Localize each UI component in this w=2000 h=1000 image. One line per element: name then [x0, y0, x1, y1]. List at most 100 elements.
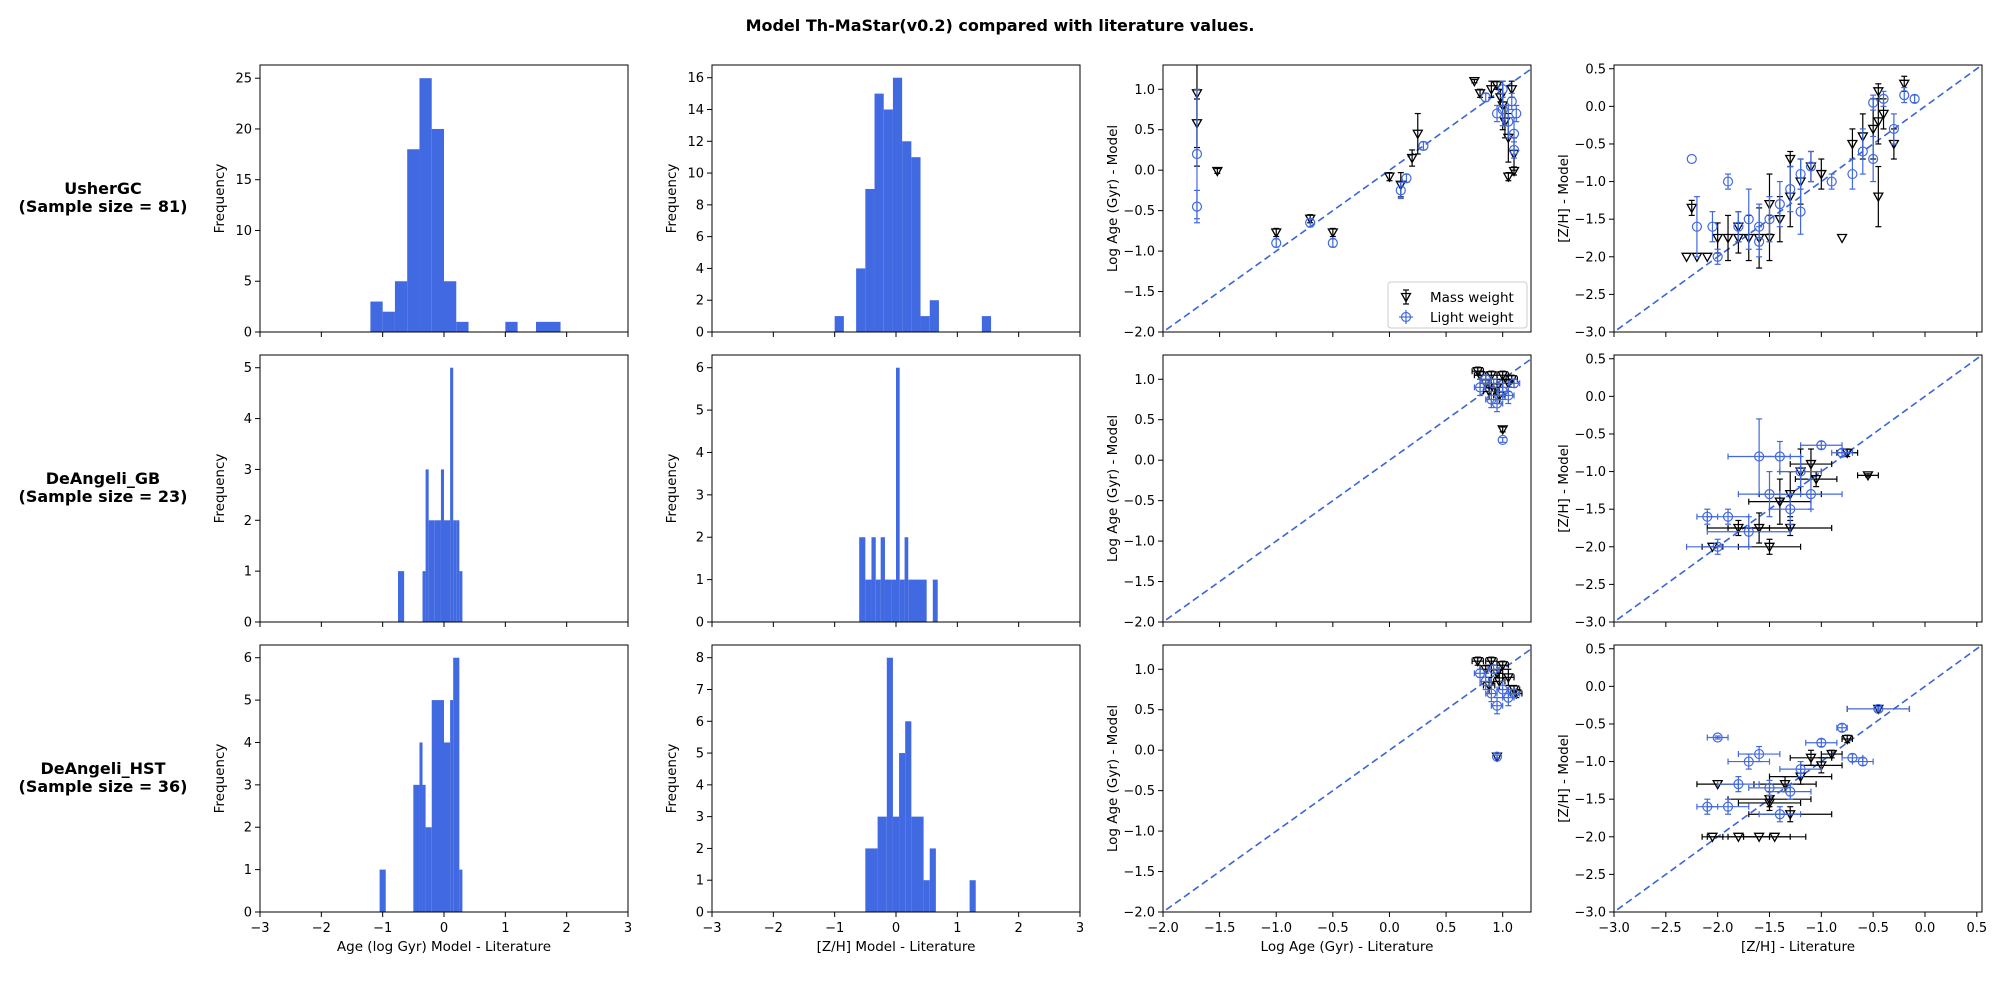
light-weight-point: [1691, 221, 1703, 232]
histogram-bar: [874, 93, 884, 332]
histogram-bar: [981, 316, 992, 332]
mass-weight-point: [1502, 172, 1514, 183]
y-tick-label: 0.0: [1134, 744, 1155, 759]
light-weight-point: [1191, 148, 1203, 160]
light-weight-point: [1506, 96, 1517, 107]
mass-weight-point: [1867, 124, 1879, 135]
legend: Mass weight Light weight: [1387, 281, 1528, 329]
mass-weight-point: [1491, 752, 1503, 763]
plot-area: [1163, 648, 1531, 912]
identity-line: [1163, 68, 1531, 332]
row-label-name: UsherGC: [64, 179, 142, 198]
y-tick-label: 1: [696, 874, 704, 889]
y-tick-label: −1.0: [1574, 465, 1606, 480]
light-weight-point: [1816, 737, 1827, 748]
histogram-bar: [929, 300, 939, 332]
light-weight-point: [1805, 489, 1817, 500]
histogram-bar: [911, 157, 921, 332]
y-tick-label: −0.5: [1123, 494, 1155, 509]
light-weight-point: [1816, 440, 1827, 451]
y-tick-label: 3: [696, 488, 704, 503]
y-tick-label: 0: [244, 326, 252, 341]
legend-label-mass: Mass weight: [1430, 290, 1514, 306]
light-weight-point: [1722, 801, 1734, 812]
mass-weight-point: [1898, 79, 1910, 90]
y-tick-label: 0: [696, 906, 704, 921]
light-weight-point: [1899, 89, 1910, 101]
legend-frame: [1387, 281, 1528, 329]
y-tick-label: 0.0: [1134, 454, 1155, 469]
plot-area: [1163, 65, 1531, 332]
y-tick-label: 2: [696, 531, 704, 546]
chart-panel: −3 −2 −1 0 1 2 3 0 1 2 3 4 5 6 Frequency Age (log Gyr) …: [212, 644, 632, 955]
histogram-bar: [536, 321, 561, 332]
histogram-bar: [904, 537, 909, 622]
plot-area: [1163, 358, 1531, 622]
light-weight-point: [1774, 451, 1785, 462]
histogram-bar: [431, 700, 444, 912]
light-weight-point: [1508, 688, 1520, 699]
x-tick-label: 0.0: [1915, 921, 1936, 936]
y-tick-label: 1: [696, 573, 704, 588]
y-tick-label: 14: [687, 103, 704, 118]
mass-weight-point: [1412, 129, 1424, 140]
y-tick-label: 0.5: [1134, 123, 1155, 138]
mass-weight-point: [1763, 542, 1776, 553]
light-weight-point: [1873, 703, 1884, 715]
x-tick-label: 0: [440, 921, 448, 936]
light-weight-point: [1743, 756, 1754, 767]
mass-weight-point: [1872, 117, 1884, 128]
histogram-bar: [896, 367, 900, 622]
mass-weight-point: [1468, 77, 1480, 88]
y-tick-label: −1.0: [1123, 245, 1155, 260]
y-tick-label: 8: [696, 651, 704, 666]
light-weight-point: [1480, 92, 1491, 103]
x-tick-label: 0: [892, 921, 900, 936]
chart-panel: −3 −2 −1 0 1 2 3 0 1 2 3 4 5 6 7 8 Frequency [Z/H] Model …: [664, 644, 1084, 955]
y-tick-label: −2.0: [1574, 250, 1606, 265]
light-weight-point: [1764, 214, 1775, 225]
identity-line: [1614, 65, 1982, 332]
y-tick-label: 6: [244, 651, 252, 666]
light-weight-point: [1836, 447, 1848, 458]
legend-mass-marker: [1400, 292, 1412, 303]
plot-area: [865, 657, 976, 912]
legend-light-marker: [1400, 311, 1412, 323]
y-axis-label: Frequency: [212, 744, 228, 814]
plot-area: [834, 77, 992, 332]
light-weight-point: [1491, 700, 1503, 711]
y-tick-label: 0.5: [1585, 642, 1606, 657]
y-tick-label: −2.0: [1574, 540, 1606, 555]
y-tick-label: 2: [696, 294, 704, 309]
legend-label-light: Light weight: [1430, 310, 1514, 326]
y-tick-label: 1.0: [1134, 83, 1155, 98]
light-weight-point: [1878, 93, 1889, 104]
axes-frame: [1613, 644, 1983, 913]
light-weight-point: [1271, 237, 1282, 249]
y-tick-label: 20: [235, 122, 252, 137]
light-weight-point: [1497, 434, 1508, 446]
light-weight-point: [1754, 236, 1765, 247]
histogram-bar: [856, 268, 866, 332]
light-weight-point: [1795, 763, 1806, 775]
histogram-bar: [865, 579, 872, 622]
mass-weight-point: [1805, 459, 1817, 470]
histogram-bar: [382, 311, 395, 332]
y-tick-label: 5: [696, 404, 704, 419]
y-tick-label: 5: [244, 275, 252, 290]
y-tick-label: 4: [244, 736, 252, 751]
axes-frame: [1162, 64, 1532, 333]
y-tick-label: 1: [244, 863, 252, 878]
light-weight-point: [1754, 748, 1765, 760]
light-weight-point: [1401, 173, 1412, 184]
histogram-bar: [444, 281, 457, 332]
light-weight-point: [1733, 221, 1744, 232]
light-weight-point: [1785, 504, 1796, 515]
light-weight-point: [1191, 201, 1203, 212]
y-axis-label: Log Age (Gyr) - Model: [1105, 125, 1121, 272]
mass-weight-point: [1701, 252, 1713, 263]
y-tick-label: −1.5: [1574, 503, 1606, 518]
x-tick-label: 0.5: [1436, 921, 1457, 936]
identity-line: [1614, 355, 1982, 622]
